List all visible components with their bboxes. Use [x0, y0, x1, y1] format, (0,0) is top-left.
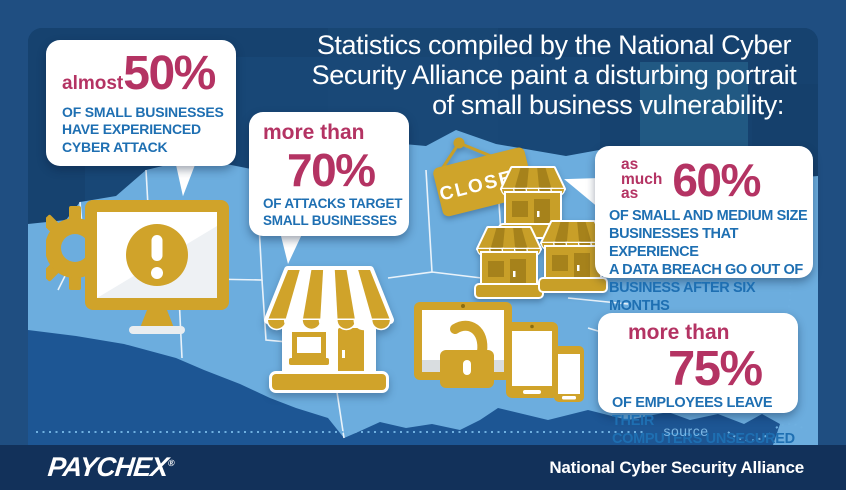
callout-60-description: OF SMALL AND MEDIUM SIZE BUSINESSES THAT…: [609, 208, 808, 314]
callout-60-box: as much as 60% OF SMALL AND MEDIUM SIZE …: [595, 146, 813, 314]
callout-75-box: more than 75% OF EMPLOYEES LEAVE THEIR C…: [598, 313, 798, 447]
headline: Statistics compiled by the National Cybe…: [276, 30, 832, 120]
callout-70-tail: [280, 232, 303, 264]
source-label: source: [663, 423, 709, 439]
callout-75-description: OF EMPLOYEES LEAVE THEIR COMPUTERS UNSEC…: [612, 395, 795, 447]
callout-70-description: OF ATTACKS TARGET SMALL BUSINESSES: [263, 196, 403, 228]
callout-50-qualifier: almost: [62, 73, 124, 94]
headline-line-2: Security Alliance paint a disturbing por…: [311, 60, 797, 90]
monitor-alert-icon: [46, 200, 229, 334]
source-dotted-line: [36, 273, 807, 442]
awning: [264, 266, 394, 331]
callout-70-qualifier: more than: [263, 121, 365, 144]
devices-icon: [414, 302, 584, 402]
footer-credit: National Cyber Security Alliance: [549, 458, 804, 477]
tablet-icon: [506, 322, 558, 398]
callout-50-box: almost 50% OF SMALL BUSINESSES HAVE EXPE…: [46, 40, 236, 166]
callout-70-stat: 70%: [287, 144, 376, 196]
callout-60-stat: 60%: [672, 154, 761, 206]
store-cluster-icon: CLOSED: [433, 137, 608, 299]
callout-70-box: more than 70% OF ATTACKS TARGET SMALL BU…: [249, 112, 409, 236]
registered-mark: ®: [167, 458, 176, 468]
smartphone-icon: [554, 346, 584, 402]
callout-50-description: OF SMALL BUSINESSES HAVE EXPERIENCED CYB…: [62, 104, 224, 155]
storefront-icon: [264, 266, 394, 393]
headline-line-1: Statistics compiled by the National Cybe…: [316, 30, 792, 60]
callout-60-qualifier: as much as: [621, 155, 663, 203]
callout-75-qualifier: more than: [628, 321, 730, 344]
alert-exclamation-icon: [126, 224, 188, 286]
open-padlock-icon: [440, 320, 494, 388]
footer-bar: PAYCHEX® National Cyber Security Allianc…: [0, 445, 846, 490]
headline-line-3: of small business vulnerability:: [432, 90, 784, 120]
callout-75-stat: 75%: [668, 342, 763, 396]
callout-50-stat: 50%: [123, 47, 216, 100]
paychex-logo: PAYCHEX®: [46, 452, 176, 482]
